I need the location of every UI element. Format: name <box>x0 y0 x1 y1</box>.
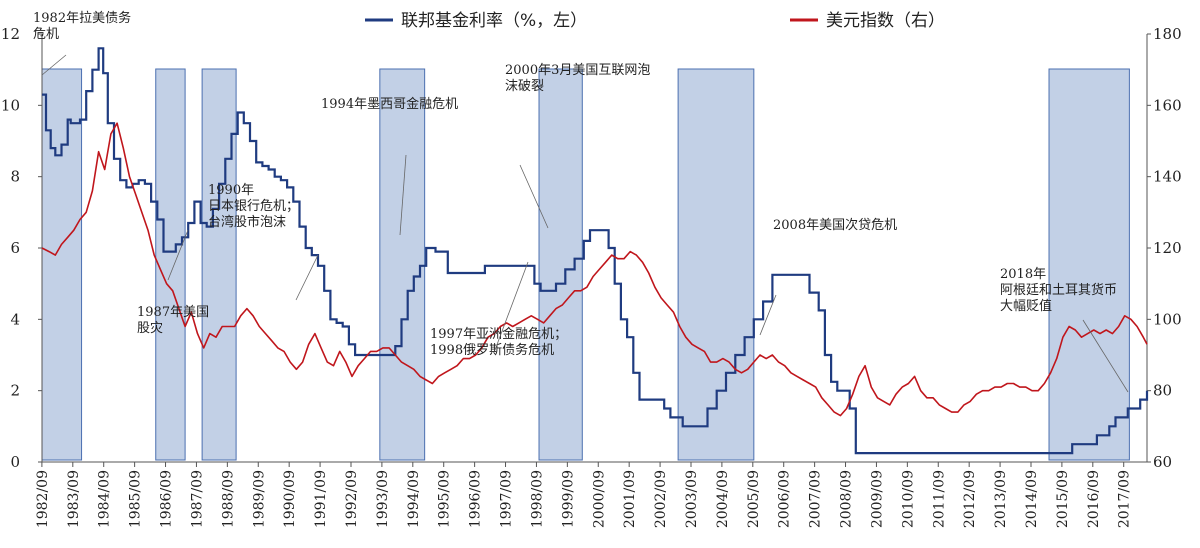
annotation-leader <box>494 261 529 351</box>
x-tick-label: 1999/09 <box>560 470 576 528</box>
annotation-text: 日本银行危机； <box>208 199 299 214</box>
annotation-leader <box>167 229 189 281</box>
left-tick-label: 6 <box>10 239 20 257</box>
annotation-text: 1998俄罗斯债务危机 <box>430 342 554 358</box>
fed-funds-rate-line <box>42 47 1149 455</box>
annotation-leader <box>759 294 777 336</box>
right-tick-label: 180 <box>1153 25 1182 43</box>
annotation-text: 2000年3月美国互联网泡 <box>505 63 650 78</box>
x-tick-label: 1986/09 <box>159 470 175 528</box>
x-tick-label: 2009/09 <box>869 470 885 528</box>
x-tick-label: 2005/09 <box>746 470 762 528</box>
x-tick-label: 2004/09 <box>715 470 731 528</box>
right-tick-label: 60 <box>1153 453 1172 471</box>
x-tick-label: 1985/09 <box>128 470 144 528</box>
series-lines <box>41 47 1149 455</box>
annotation-text: 台湾股市泡沫 <box>208 214 286 230</box>
left-tick-label: 0 <box>10 453 20 471</box>
crisis-band <box>155 68 186 461</box>
x-tick-label: 2008/09 <box>839 470 855 528</box>
x-tick-label: 2017/09 <box>1117 470 1133 528</box>
x-tick-label: 1987/09 <box>189 470 205 528</box>
x-tick-label: 1993/09 <box>375 470 391 528</box>
x-tick-label: 1995/09 <box>437 470 453 528</box>
right-tick-label: 160 <box>1153 96 1182 114</box>
annotation-text: 股灾 <box>137 320 163 336</box>
x-tick-label: 1983/09 <box>66 470 82 528</box>
x-tick-label: 1992/09 <box>344 470 360 528</box>
x-tick-label: 1996/09 <box>468 470 484 528</box>
x-tick-label: 2003/09 <box>684 470 700 528</box>
x-tick-label: 1991/09 <box>313 470 329 528</box>
crisis-band <box>41 68 83 461</box>
annotation-text: 2018年 <box>1000 267 1046 282</box>
annotation-text: 1997年亚洲金融危机； <box>430 326 567 342</box>
x-tick-label: 2016/09 <box>1086 470 1102 528</box>
x-tick-label: 2010/09 <box>900 470 916 528</box>
x-tick-label: 2013/09 <box>993 470 1009 528</box>
x-tick-label: 1988/09 <box>220 470 236 528</box>
left-tick-label: 12 <box>1 25 20 43</box>
x-tick-label: 1997/09 <box>499 470 515 528</box>
right-tick-label: 100 <box>1153 310 1182 328</box>
x-tick-label: 2001/09 <box>622 470 638 528</box>
crisis-band <box>1048 68 1130 461</box>
left-tick-label: 2 <box>10 382 20 400</box>
crisis-band <box>201 68 237 461</box>
annotation-text: 1994年墨西哥金融危机 <box>321 96 458 112</box>
right-tick-label: 80 <box>1153 382 1172 400</box>
x-tick-label: 2002/09 <box>653 470 669 528</box>
left-tick-label: 10 <box>1 96 20 114</box>
annotation-text: 1990年 <box>208 183 254 198</box>
crisis-band <box>538 68 583 461</box>
x-tick-label: 2006/09 <box>777 470 793 528</box>
annotation-leader <box>41 54 67 76</box>
x-tick-label: 2000/09 <box>591 470 607 528</box>
annotation-leader <box>295 254 319 301</box>
annotation-leader <box>399 154 407 236</box>
legend-label: 联邦基金利率（%，左） <box>401 11 587 31</box>
x-tick-label: 2014/09 <box>1024 470 1040 528</box>
x-tick-label: 1998/09 <box>529 470 545 528</box>
annotation-text: 2008年美国次贷危机 <box>773 217 897 233</box>
axes: 0 2 4 6 8 10 12 60 80 100 120 140 160 180 1982/09 1983/… <box>1 25 1182 528</box>
dollar-index-line <box>41 122 1148 417</box>
x-tick-label: 2007/09 <box>808 470 824 528</box>
x-tick-label: 1990/09 <box>282 470 298 528</box>
right-tick-label: 120 <box>1153 239 1182 257</box>
left-tick-label: 8 <box>10 168 20 186</box>
x-tick-label: 2011/09 <box>931 470 947 528</box>
x-tick-label: 2015/09 <box>1055 470 1071 528</box>
annotation-text: 大幅贬值 <box>1000 298 1052 314</box>
x-tick-label: 1994/09 <box>406 470 422 528</box>
legend-label: 美元指数（右） <box>826 11 945 31</box>
crisis-bands <box>41 68 1130 461</box>
legend: 联邦基金利率（%，左） 美元指数（右） <box>365 11 945 31</box>
annotation-text: 沫破裂 <box>505 79 544 94</box>
x-tick-label: 1984/09 <box>97 470 113 528</box>
x-tick-label: 1982/09 <box>35 470 51 528</box>
annotation-leader <box>519 164 549 229</box>
x-tick-label: 2012/09 <box>962 470 978 528</box>
x-tick-label: 1989/09 <box>251 470 267 528</box>
annotation-text: 1982年拉美债务 <box>33 10 131 26</box>
annotation-leader <box>1082 319 1129 393</box>
annotation-text: 危机 <box>33 27 59 42</box>
annotation-text: 阿根廷和土耳其货币 <box>1000 282 1117 298</box>
right-tick-label: 140 <box>1153 168 1182 186</box>
left-tick-label: 4 <box>10 310 20 328</box>
crisis-band <box>379 68 426 461</box>
annotation-text: 1987年美国 <box>137 305 209 320</box>
